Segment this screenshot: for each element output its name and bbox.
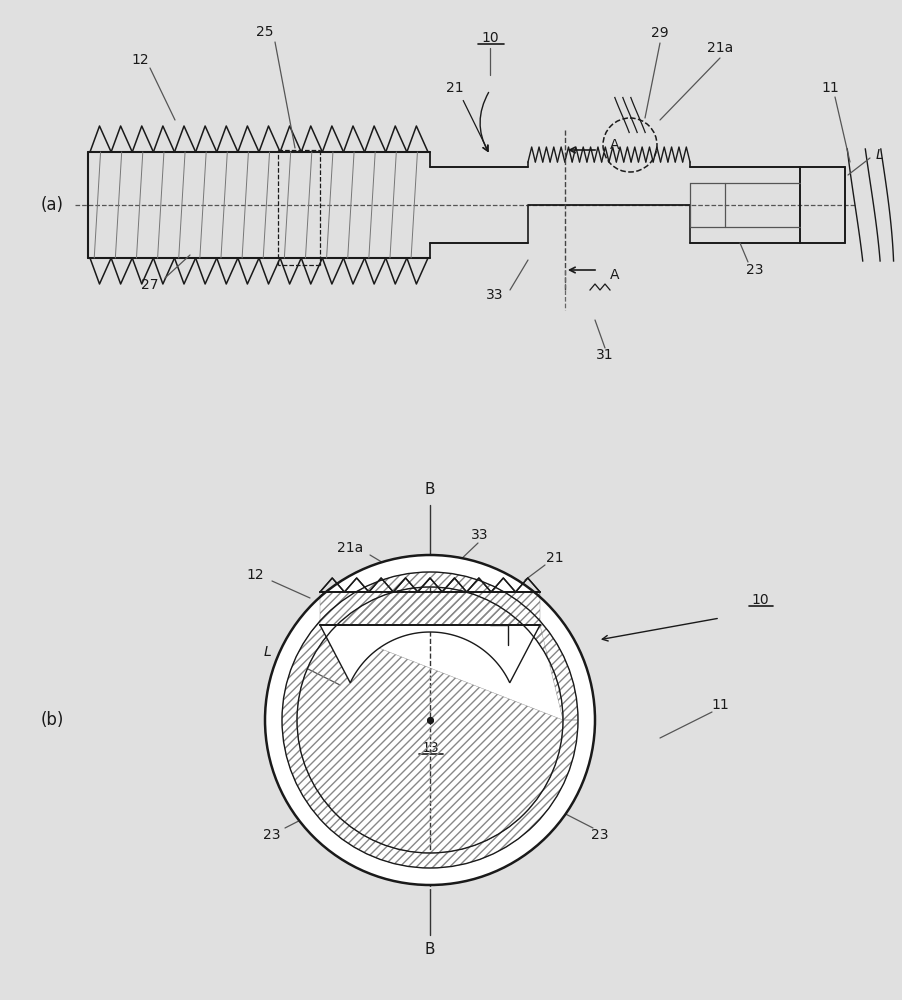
Text: 11: 11 bbox=[711, 698, 728, 712]
Text: 33: 33 bbox=[471, 528, 488, 542]
Text: (a): (a) bbox=[41, 196, 63, 214]
Text: 29: 29 bbox=[650, 26, 668, 40]
Text: 21: 21 bbox=[446, 81, 464, 95]
Text: 12: 12 bbox=[246, 568, 263, 582]
Text: 23: 23 bbox=[263, 828, 281, 842]
Text: (b): (b) bbox=[41, 711, 64, 729]
Text: 27: 27 bbox=[141, 278, 159, 292]
Text: 12: 12 bbox=[131, 53, 149, 67]
Text: A: A bbox=[610, 268, 619, 282]
Text: 21a: 21a bbox=[706, 41, 732, 55]
Polygon shape bbox=[319, 625, 539, 683]
Text: 11: 11 bbox=[820, 81, 838, 95]
Text: 31: 31 bbox=[595, 348, 613, 362]
Text: B: B bbox=[424, 942, 435, 958]
Text: B: B bbox=[424, 483, 435, 497]
Polygon shape bbox=[264, 555, 594, 885]
Circle shape bbox=[264, 555, 594, 885]
Text: L: L bbox=[875, 148, 883, 162]
Text: 25: 25 bbox=[256, 25, 273, 39]
Text: 21: 21 bbox=[546, 551, 563, 565]
Text: 23: 23 bbox=[745, 263, 763, 277]
Polygon shape bbox=[319, 592, 539, 625]
Text: 23: 23 bbox=[591, 828, 608, 842]
Text: A: A bbox=[610, 138, 619, 152]
Text: 21a: 21a bbox=[336, 541, 363, 555]
Polygon shape bbox=[281, 572, 577, 868]
Text: 10: 10 bbox=[750, 593, 768, 607]
Text: 33: 33 bbox=[485, 288, 503, 302]
Text: 10: 10 bbox=[481, 31, 498, 45]
Text: 13: 13 bbox=[420, 741, 438, 755]
Text: L: L bbox=[263, 645, 272, 659]
